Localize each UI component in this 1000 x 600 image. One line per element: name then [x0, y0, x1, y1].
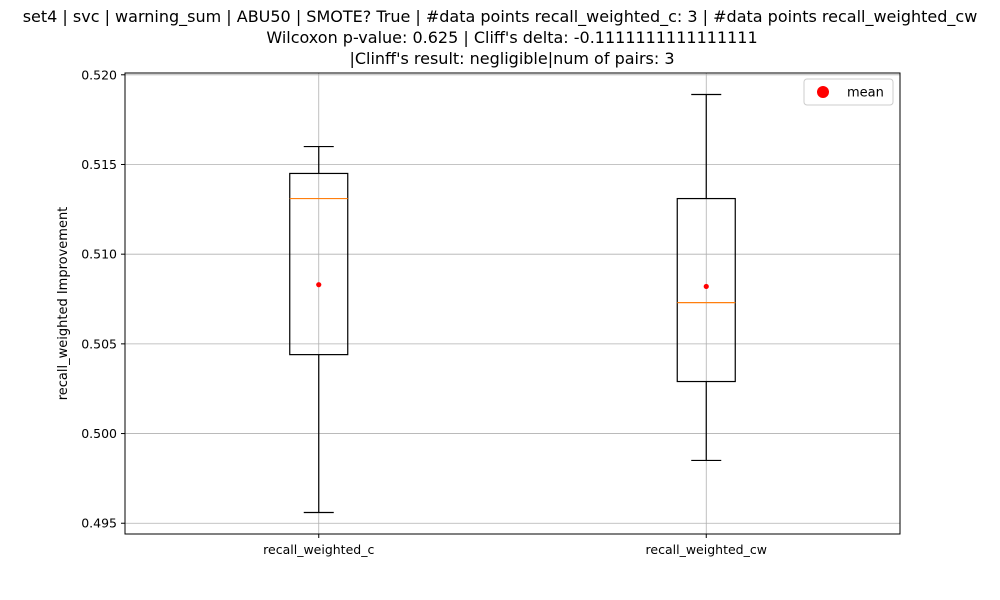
legend-mean-marker [817, 86, 829, 98]
box-recall_weighted_cw [676, 93, 736, 462]
box-recall_weighted_c [289, 145, 349, 514]
chart-title-line-1: set4 | svc | warning_sum | ABU50 | SMOTE… [23, 7, 978, 27]
boxes [289, 93, 736, 514]
legend-box [803, 78, 894, 106]
mean-marker [703, 283, 709, 290]
chart-title: set4 | svc | warning_sum | ABU50 | SMOTE… [23, 7, 978, 68]
legend: mean [803, 78, 894, 106]
y-tick-label: 0.500 [81, 426, 117, 441]
plot-area-frame [124, 72, 901, 535]
x-tick-label: recall_weighted_c [263, 542, 374, 557]
y-tick-label: 0.510 [81, 247, 117, 262]
y-tick-label: 0.505 [81, 336, 117, 351]
chart-title-line-2: Wilcoxon p-value: 0.625 | Cliff's delta:… [266, 28, 757, 47]
y-tick-label: 0.515 [81, 157, 117, 172]
mean-marker [316, 282, 322, 288]
y-tick-label: 0.520 [81, 67, 117, 82]
y-axis-label: recall_weighted Improvement [56, 207, 71, 401]
y-axis-ticks: 0.495 0.500 0.505 0.510 0.515 0.520 [81, 67, 125, 531]
chart-title-line-3: |Clinff's result: negligible|num of pair… [349, 49, 674, 68]
x-axis-ticks: recall_weighted_c recall_weighted_cw [263, 534, 767, 557]
iqr-box [676, 197, 736, 383]
x-tick-label: recall_weighted_cw [646, 542, 767, 557]
grid [125, 73, 900, 534]
legend-mean-label: mean [847, 86, 884, 101]
y-tick-label: 0.495 [81, 516, 117, 531]
iqr-box [289, 172, 349, 356]
